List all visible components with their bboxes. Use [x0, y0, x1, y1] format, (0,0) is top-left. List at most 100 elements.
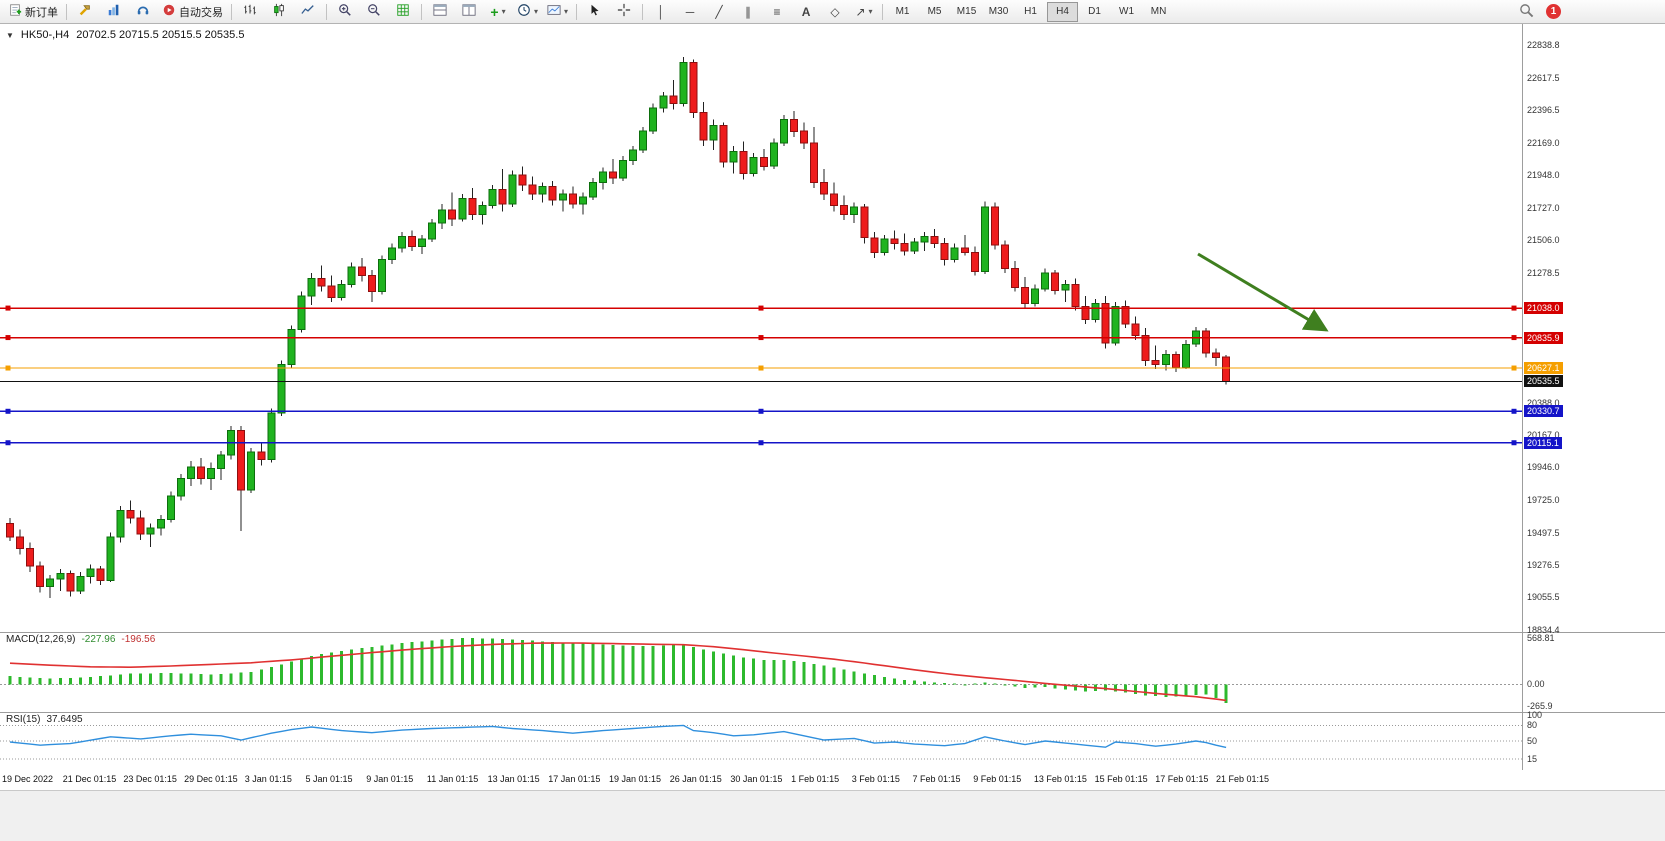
divider [326, 3, 327, 20]
zoom-in-button[interactable] [331, 1, 359, 23]
zoom-out-button[interactable] [360, 1, 388, 23]
rsi-axis-tick: 50 [1527, 736, 1538, 746]
price-tick: 22396.5 [1527, 104, 1560, 115]
text-tool-button[interactable]: A [792, 1, 820, 23]
panel-separator[interactable] [0, 632, 1665, 633]
zoom-in-icon [338, 3, 352, 20]
horizontal-level-line[interactable] [0, 305, 1522, 311]
headset-icon [136, 3, 150, 20]
chart-bars-icon [107, 3, 121, 20]
price-tick: 19055.5 [1527, 592, 1560, 603]
notification-badge[interactable]: 1 [1546, 4, 1561, 19]
macd-label: MACD(12,26,9) -227.96 -196.56 [6, 634, 155, 645]
vertical-line-icon: │ [657, 4, 665, 19]
time-axis[interactable]: 19 Dec 2022 21 Dec 01:15 23 Dec 01:15 29 De… [0, 770, 1665, 790]
macd-axis-tick: -265.9 [1527, 701, 1553, 711]
market-watch-button[interactable] [100, 1, 128, 23]
fibonacci-tool-button[interactable]: ≡ [763, 1, 791, 23]
price-tick: 19276.5 [1527, 560, 1560, 571]
macd-value: -227.96 [81, 634, 116, 645]
collapse-icon[interactable]: ▼ [6, 30, 14, 40]
symbol-title: ▼ HK50-,H4 20702.5 20715.5 20515.5 20535… [6, 29, 244, 41]
bar-chart-mode-button[interactable] [236, 1, 264, 23]
main-chart[interactable] [0, 24, 1522, 632]
crosshair-tool-button[interactable] [610, 1, 638, 23]
time-axis-label: 23 Dec 01:15 [123, 774, 177, 784]
time-axis-label: 7 Feb 01:15 [912, 774, 961, 784]
grid-icon [396, 3, 410, 20]
toolbar: 新订单 自动交易 [0, 0, 1665, 24]
autotrade-icon [162, 3, 176, 20]
period-button[interactable]: ▾ [513, 1, 542, 23]
search-button[interactable] [1512, 1, 1540, 23]
horizontal-level-line[interactable] [0, 365, 1522, 371]
autotrade-button[interactable]: 自动交易 [158, 1, 227, 23]
styler-button[interactable] [71, 1, 99, 23]
rsi-name: RSI(15) [6, 714, 41, 725]
chevron-down-icon: ▾ [564, 7, 569, 16]
arrows-tool-button[interactable]: ↗ ▾ [850, 1, 878, 23]
channel-tool-button[interactable]: ∥ [734, 1, 762, 23]
timeframe-H4[interactable]: H4 [1047, 1, 1079, 22]
time-axis-label: 9 Jan 01:15 [366, 774, 414, 784]
timeframe-group: M1 M5 M15 M30 H1 H4 D1 W1 MN [887, 1, 1174, 22]
candles [6, 56, 1231, 599]
snapshot-icon [547, 3, 561, 20]
timeframe-MN[interactable]: MN [1150, 6, 1167, 17]
horizontal-level-line[interactable] [0, 335, 1522, 341]
trendline-tool-button[interactable]: ╱ [705, 1, 733, 23]
price-tick: 22617.5 [1527, 72, 1560, 83]
symbol-name: HK50-,H4 [20, 29, 70, 41]
timeframe-M1[interactable]: M1 [895, 6, 910, 17]
time-axis-label: 11 Jan 01:15 [426, 774, 479, 784]
price-tick: 22169.0 [1527, 138, 1560, 149]
support-button[interactable] [129, 1, 157, 23]
shapes-icon: ◇ [830, 4, 840, 19]
macd-panel[interactable] [0, 632, 1522, 712]
timeframe-M15[interactable]: M15 [956, 6, 977, 17]
shapes-tool-button[interactable]: ◇ [821, 1, 849, 23]
new-order-button[interactable]: 新订单 [4, 1, 62, 23]
vertical-line-tool-button[interactable]: │ [647, 1, 675, 23]
horizontal-level-line[interactable] [0, 440, 1522, 446]
price-axis-separator [1522, 24, 1523, 770]
horizontal-line-tool-button[interactable]: ─ [676, 1, 704, 23]
ohlc-bars-icon [243, 3, 257, 20]
price-tick: 21727.0 [1527, 202, 1560, 213]
trend-arrow-annotation[interactable] [1197, 252, 1329, 332]
cursor-tool-button[interactable] [581, 1, 609, 23]
template-button[interactable]: ▾ [543, 1, 572, 23]
time-axis-label: 17 Jan 01:15 [548, 774, 601, 784]
timeframe-D1[interactable]: D1 [1088, 6, 1101, 17]
add-indicator-button[interactable]: + ▾ [484, 1, 512, 23]
tile-windows-button[interactable] [426, 1, 454, 23]
time-axis-label: 1 Feb 01:15 [791, 774, 840, 784]
timeframe-M5[interactable]: M5 [927, 6, 942, 17]
tile-windows-vertical-button[interactable] [455, 1, 483, 23]
autotrade-label: 自动交易 [179, 6, 223, 19]
timeframe-M30[interactable]: M30 [988, 6, 1009, 17]
timeframe-W1[interactable]: W1 [1119, 6, 1135, 17]
timeframe-H1[interactable]: H1 [1024, 6, 1037, 17]
price-axis[interactable]: 22838.8 22617.5 22396.5 22169.0 21948.0 21727… [1522, 24, 1665, 770]
price-tick: 19946.0 [1527, 462, 1560, 473]
rsi-value: 37.6495 [46, 714, 83, 725]
current-price-label: 20535.5 [1524, 375, 1563, 388]
chevron-down-icon: ▾ [868, 7, 873, 16]
candle-chart-mode-button[interactable] [265, 1, 293, 23]
time-axis-label: 3 Feb 01:15 [851, 774, 900, 784]
tile-horizontal-icon [433, 3, 447, 20]
rsi-panel[interactable] [0, 712, 1522, 770]
time-axis-label: 3 Jan 01:15 [244, 774, 292, 784]
horizontal-level-line[interactable] [0, 408, 1522, 414]
new-order-label: 新订单 [25, 6, 58, 19]
bottom-strip [0, 790, 1665, 841]
time-axis-label: 5 Jan 01:15 [305, 774, 353, 784]
macd-signal-line [9, 642, 1227, 702]
add-indicator-icon: + [490, 3, 499, 20]
grid-toggle-button[interactable] [389, 1, 417, 23]
panel-separator[interactable] [0, 712, 1665, 713]
level-price-label: 20627.1 [1524, 362, 1563, 375]
new-order-icon [8, 3, 22, 20]
line-chart-mode-button[interactable] [294, 1, 322, 23]
